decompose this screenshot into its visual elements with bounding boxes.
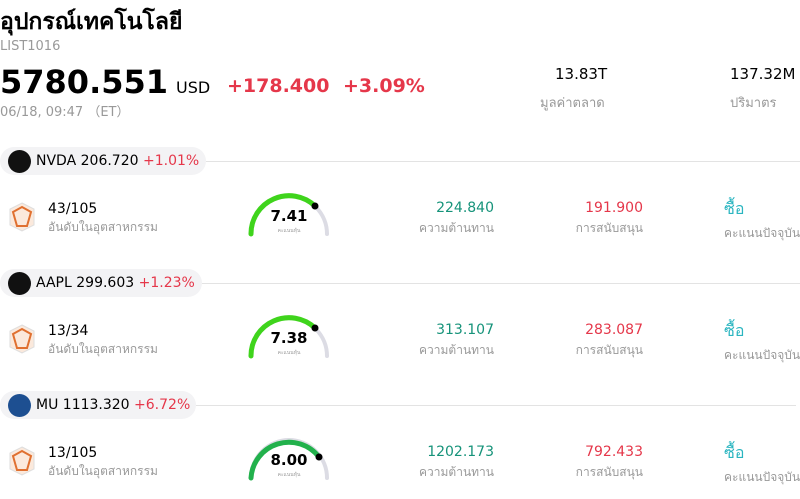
support-label: การสนับสนุน xyxy=(575,343,643,357)
ticker-line: AAPL 299.603 +1.23% xyxy=(36,275,195,291)
stock-price: 299.603 xyxy=(76,275,135,291)
rank-label: อันดับในอุตสาหกรรม xyxy=(48,464,158,478)
stock-price: 206.720 xyxy=(80,153,139,169)
resistance-label: ความต้านทาน xyxy=(419,221,494,235)
rank-icon-inner xyxy=(11,205,33,227)
resistance-label: ความต้านทาน xyxy=(419,343,494,357)
support: 283.087 xyxy=(585,322,643,338)
ticker-pill[interactable] xyxy=(0,269,202,297)
gauge-dot xyxy=(311,202,319,210)
ticker-pill[interactable] xyxy=(0,391,196,419)
gauge-dot xyxy=(311,324,319,332)
row-graphics xyxy=(9,193,329,237)
resistance: 313.107 xyxy=(436,322,494,338)
stock-change: +1.01% xyxy=(142,153,200,169)
resistance: 1202.173 xyxy=(427,444,494,460)
row-graphics xyxy=(9,438,329,481)
stat-value: 13.83T xyxy=(555,65,608,83)
ticker: NVDA xyxy=(36,153,77,169)
stat-value: 137.32M xyxy=(730,65,796,83)
ticker-line: NVDA 206.720 +1.01% xyxy=(36,153,199,169)
rating-label: คะแนนปัจจุบัน xyxy=(724,348,800,362)
support-label: การสนับสนุน xyxy=(575,465,643,479)
stock-change: +6.72% xyxy=(134,397,191,413)
score: 7.41 xyxy=(270,207,308,225)
stock-logo xyxy=(8,150,31,173)
datetime: 06/18, 09:47 （ET） xyxy=(0,105,130,120)
change-percent: +3.09% xyxy=(343,75,425,97)
currency: USD xyxy=(176,78,211,97)
rating-label: คะแนนปัจจุบัน xyxy=(724,226,800,240)
rank-label: อันดับในอุตสาหกรรม xyxy=(48,342,158,356)
rating: ซื้อ xyxy=(724,199,745,218)
stat-label: ปริมาตร xyxy=(730,96,777,111)
row-graphics xyxy=(9,315,329,359)
resistance: 224.840 xyxy=(436,200,494,216)
rank: 43/105 xyxy=(48,201,98,217)
score-label: คะแนนหุ้น xyxy=(277,350,301,356)
score: 8.00 xyxy=(270,451,308,469)
score: 7.38 xyxy=(270,329,308,347)
rating-label: คะแนนปัจจุบัน xyxy=(724,470,800,484)
rank-icon-inner xyxy=(11,449,33,471)
stock-change: +1.23% xyxy=(138,275,195,291)
support-label: การสนับสนุน xyxy=(575,221,643,235)
gauge-dot xyxy=(315,453,323,461)
title: อุปกรณ์เทคโนโลยี xyxy=(0,9,183,35)
divider xyxy=(196,405,796,406)
price: 5780.551 xyxy=(0,63,169,101)
ticker: AAPL xyxy=(36,275,72,291)
rank-icon-inner xyxy=(11,327,33,349)
rank: 13/105 xyxy=(48,445,98,461)
ticker-pill[interactable] xyxy=(0,147,206,175)
rank-label: อันดับในอุตสาหกรรม xyxy=(48,220,158,234)
score-label: คะแนนหุ้น xyxy=(277,228,301,234)
stock-logo xyxy=(8,394,31,417)
ticker-line: MU 1113.320 +6.72% xyxy=(36,397,190,413)
gauge-fill xyxy=(248,315,318,359)
divider xyxy=(206,161,800,162)
rating: ซื้อ xyxy=(724,443,745,462)
stock-price: 1113.320 xyxy=(62,397,130,413)
rank: 13/34 xyxy=(48,323,89,339)
stock-logo xyxy=(8,272,31,295)
support: 792.433 xyxy=(585,444,643,460)
gauge-fill xyxy=(248,193,318,237)
ticker: MU xyxy=(36,397,59,413)
gauge-fill xyxy=(248,439,322,481)
divider xyxy=(202,283,800,284)
score-label: คะแนนหุ้น xyxy=(277,472,301,478)
resistance-label: ความต้านทาน xyxy=(419,465,494,479)
change: +178.400 xyxy=(227,75,330,97)
code: LIST1016 xyxy=(0,39,61,54)
rating: ซื้อ xyxy=(724,321,745,340)
stat-label: มูลค่าตลาด xyxy=(540,96,605,111)
support: 191.900 xyxy=(585,200,643,216)
